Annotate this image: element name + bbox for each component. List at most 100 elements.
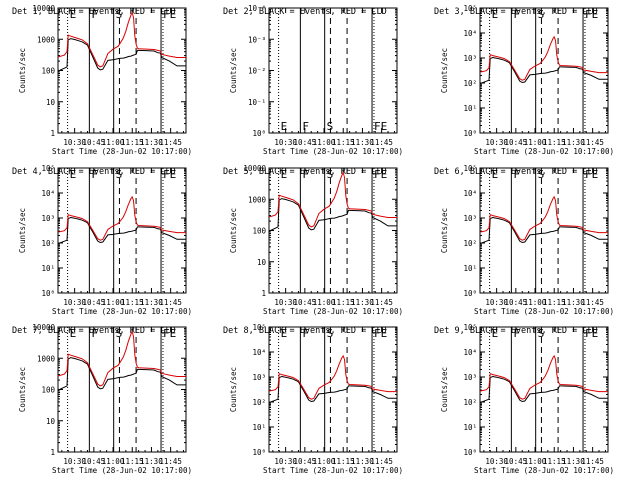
y-tick-label: 10⁻⁴: [248, 4, 266, 13]
x-tick-label: 10:30: [485, 138, 508, 147]
x-tick-label: 10:45: [294, 138, 317, 147]
x-tick-label: 11:30: [140, 457, 163, 466]
x-tick-label: 11:30: [562, 138, 585, 147]
x-tick-label: 10:30: [485, 457, 508, 466]
y-axis-label: Counts/sec: [440, 367, 449, 412]
x-tick-label: 11:15: [332, 138, 355, 147]
x-axis-label: Start Time (28-Jun-02 10:17:00): [263, 147, 403, 156]
y-tick-label: 10⁴: [463, 29, 477, 38]
marker-label: F: [513, 8, 520, 21]
x-tick-label: 10:45: [505, 457, 528, 466]
series-lld-line: [269, 354, 397, 400]
y-tick-label: 10⁴: [463, 189, 477, 198]
x-tick-label: 11:45: [159, 457, 182, 466]
x-axis-label: Start Time (28-Jun-02 10:17:00): [263, 307, 403, 316]
x-tick-label: 11:45: [370, 457, 393, 466]
y-tick-label: 10⁰: [463, 448, 477, 457]
series-events-line: [480, 216, 608, 245]
y-tick-label: 10¹: [41, 264, 55, 273]
x-axis-label: Start Time (28-Jun-02 10:17:00): [52, 307, 192, 316]
marker-label: F: [91, 8, 98, 21]
y-tick-label: 1000: [37, 35, 56, 44]
y-tick-label: 10⁴: [41, 189, 55, 198]
x-tick-label: 11:30: [562, 298, 585, 307]
marker-label: FE: [163, 327, 176, 340]
marker-label: E: [492, 327, 499, 340]
marker-label: S: [538, 168, 545, 181]
x-axis-label: Start Time (28-Jun-02 10:17:00): [263, 466, 403, 475]
marker-label: S: [116, 8, 123, 21]
x-axis-label: Start Time (28-Jun-02 10:17:00): [474, 466, 614, 475]
y-axis-label: Counts/sec: [229, 367, 238, 412]
marker-label: FE: [163, 8, 176, 21]
x-tick-label: 11:00: [313, 298, 336, 307]
plot-frame: [268, 167, 398, 294]
marker-label: E: [492, 8, 499, 21]
plot-frame: [479, 167, 609, 294]
y-tick-label: 10: [257, 258, 267, 267]
y-axis-label: Counts/sec: [229, 48, 238, 93]
y-tick-label: 10⁻¹: [248, 98, 266, 107]
x-tick-label: 11:15: [543, 138, 566, 147]
x-tick-label: 10:30: [485, 298, 508, 307]
x-tick-label: 11:45: [159, 298, 182, 307]
series-lld-line: [58, 195, 186, 241]
x-tick-label: 11:45: [370, 298, 393, 307]
y-tick-label: 10²: [41, 239, 55, 248]
y-tick-label: 10³: [463, 373, 477, 382]
marker-label: F: [302, 168, 309, 181]
series-events-line: [58, 38, 186, 72]
x-tick-label: 11:00: [524, 298, 547, 307]
x-tick-label: 10:30: [63, 298, 86, 307]
y-tick-label: 100: [252, 227, 266, 236]
marker-label: E: [281, 120, 288, 133]
series-events-line: [269, 375, 397, 404]
x-tick-label: 11:00: [102, 138, 125, 147]
series-lld-line: [58, 330, 186, 387]
x-axis-label: Start Time (28-Jun-02 10:17:00): [474, 307, 614, 316]
x-tick-label: 11:45: [159, 138, 182, 147]
y-tick-label: 10⁰: [252, 448, 266, 457]
x-tick-label: 11:00: [102, 457, 125, 466]
x-tick-label: 11:15: [332, 457, 355, 466]
series-events-line: [480, 56, 608, 85]
y-tick-label: 10⁰: [252, 129, 266, 138]
marker-label: FE: [163, 168, 176, 181]
marker-label: F: [302, 120, 309, 133]
plot-frame: [57, 326, 187, 453]
marker-label: FE: [374, 168, 387, 181]
y-tick-label: 10⁵: [463, 323, 477, 332]
y-tick-label: 10¹: [463, 104, 477, 113]
y-tick-label: 10²: [463, 239, 477, 248]
y-tick-label: 10¹: [463, 264, 477, 273]
plot-frame: [57, 7, 187, 134]
marker-label: S: [538, 327, 545, 340]
y-tick-label: 10: [46, 417, 56, 426]
y-tick-label: 1000: [37, 354, 56, 363]
x-tick-label: 10:30: [63, 457, 86, 466]
series-lld-line: [58, 11, 186, 68]
x-tick-label: 11:30: [351, 457, 374, 466]
marker-label: E: [281, 327, 288, 340]
series-events-line: [269, 198, 397, 232]
y-tick-label: 10³: [463, 54, 477, 63]
y-tick-label: 10000: [32, 4, 55, 13]
y-tick-label: 10⁵: [463, 4, 477, 13]
y-axis-label: Counts/sec: [229, 208, 238, 253]
marker-label: E: [70, 327, 77, 340]
x-axis-label: Start Time (28-Jun-02 10:17:00): [474, 147, 614, 156]
y-axis-label: Counts/sec: [18, 48, 27, 93]
marker-label: S: [327, 120, 334, 133]
x-tick-label: 11:45: [581, 138, 604, 147]
x-tick-label: 11:15: [332, 298, 355, 307]
y-tick-label: 10⁰: [463, 289, 477, 298]
y-tick-label: 1000: [248, 195, 267, 204]
marker-label: S: [327, 327, 334, 340]
y-tick-label: 10³: [41, 214, 55, 223]
x-tick-label: 11:15: [543, 298, 566, 307]
